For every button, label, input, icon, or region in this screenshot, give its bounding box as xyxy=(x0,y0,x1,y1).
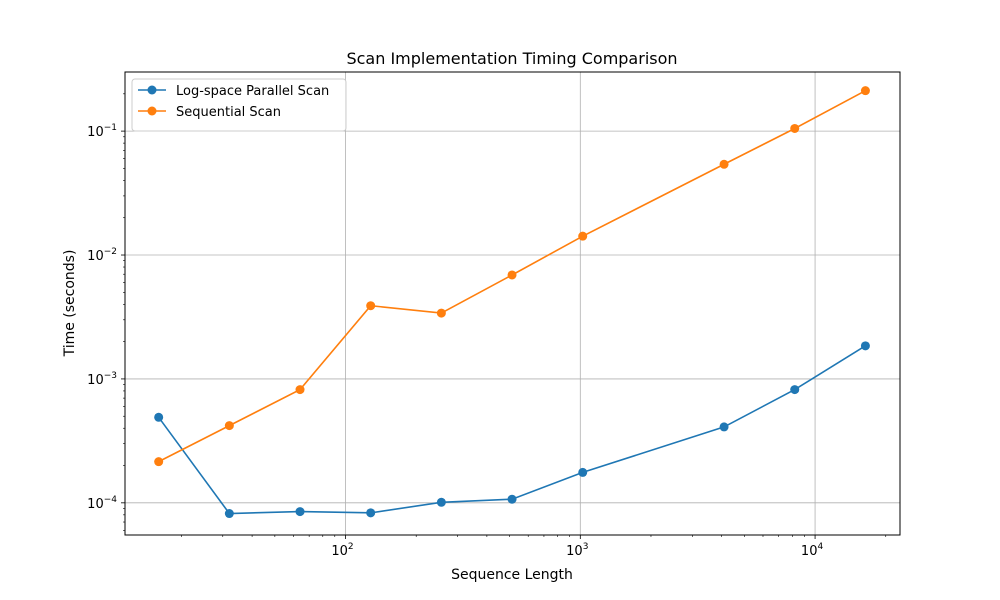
axis-ticks: 102 103 104 10−4 10−3 10−2 10−1 xyxy=(87,93,887,559)
grid-lines xyxy=(125,72,900,535)
x-tick-label: 103 xyxy=(566,542,588,559)
y-axis-label: Time (seconds) xyxy=(62,250,78,358)
data-point xyxy=(790,123,800,133)
data-point xyxy=(436,497,446,507)
plot-frame xyxy=(124,71,901,536)
series-line xyxy=(158,89,866,463)
legend-marker xyxy=(147,106,157,116)
legend: Log-space Parallel Scan Sequential Scan xyxy=(131,78,347,132)
data-point xyxy=(366,508,376,518)
data-point xyxy=(860,86,870,96)
y-tick-label: 10−2 xyxy=(87,247,117,264)
data-point xyxy=(507,270,517,280)
y-tick-label: 10−3 xyxy=(87,371,117,388)
x-axis-label: Sequence Length xyxy=(451,567,573,583)
series-2 xyxy=(154,86,870,467)
chart-title: Scan Implementation Timing Comparison xyxy=(346,49,677,68)
y-tick-label: 10−1 xyxy=(87,123,117,140)
data-point xyxy=(507,494,517,504)
series-1 xyxy=(154,341,870,519)
x-tick-label: 102 xyxy=(331,542,353,559)
legend-label: Sequential Scan xyxy=(176,105,281,120)
data-point xyxy=(366,301,376,311)
x-tick-label: 104 xyxy=(801,542,824,559)
data-point xyxy=(578,467,588,477)
legend-marker xyxy=(147,85,157,95)
series-line xyxy=(158,345,866,515)
series-layer xyxy=(154,86,870,519)
y-tick-label: 10−4 xyxy=(87,495,117,512)
data-point xyxy=(154,457,164,467)
data-point xyxy=(719,422,729,432)
data-point xyxy=(578,231,588,241)
data-point xyxy=(790,385,800,395)
legend-label: Log-space Parallel Scan xyxy=(176,84,329,99)
legend-box xyxy=(131,78,347,132)
data-point xyxy=(224,421,234,431)
data-point xyxy=(719,159,729,169)
data-point xyxy=(154,412,164,422)
data-point xyxy=(295,385,305,395)
data-point xyxy=(295,507,305,517)
data-point xyxy=(860,341,870,351)
data-point xyxy=(224,509,234,519)
data-point xyxy=(436,308,446,318)
